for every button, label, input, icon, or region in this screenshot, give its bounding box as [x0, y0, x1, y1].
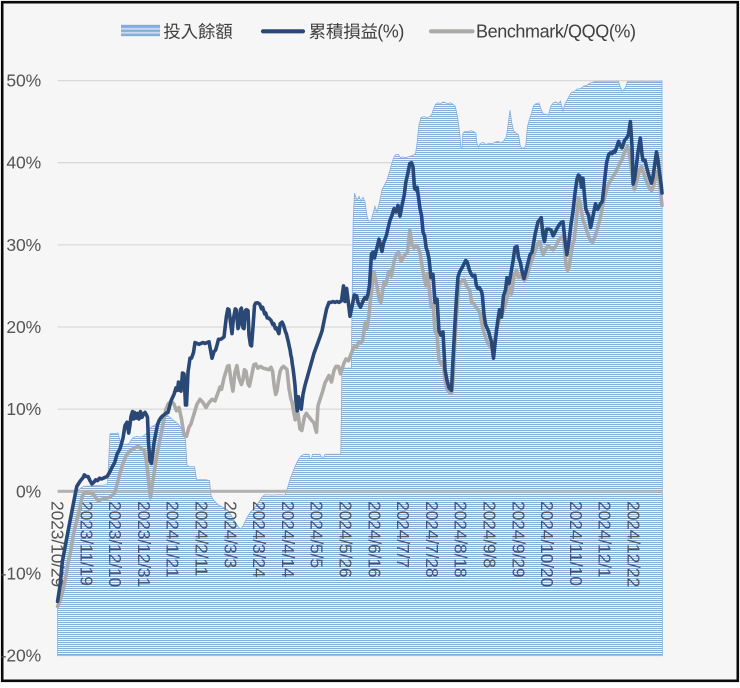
svg-text:2023/12/31: 2023/12/31	[134, 501, 154, 587]
svg-text:2024/12/22: 2024/12/22	[624, 501, 644, 587]
svg-text:(%): (%)	[377, 21, 404, 41]
svg-text:2024/5/26: 2024/5/26	[336, 501, 356, 578]
svg-text:2023/12/10: 2023/12/10	[105, 501, 125, 588]
svg-text:2024/9/8: 2024/9/8	[480, 501, 500, 568]
svg-text:20%: 20%	[6, 317, 41, 337]
svg-text:10%: 10%	[6, 399, 41, 419]
svg-text:50%: 50%	[6, 71, 41, 91]
svg-text:2024/3/3: 2024/3/3	[220, 501, 240, 568]
svg-text:2023/11/19: 2023/11/19	[76, 501, 96, 586]
svg-text:0%: 0%	[16, 481, 41, 501]
svg-text:2024/4/14: 2024/4/14	[278, 501, 298, 578]
svg-text:2024/11/10: 2024/11/10	[566, 501, 586, 586]
svg-text:-10%: -10%	[1, 564, 41, 584]
svg-text:2024/10/20: 2024/10/20	[537, 501, 557, 588]
svg-text:Benchmark/QQQ(%): Benchmark/QQQ(%)	[476, 21, 636, 41]
svg-text:30%: 30%	[6, 235, 41, 255]
svg-text:2024/12/1: 2024/12/1	[595, 501, 615, 578]
svg-text:40%: 40%	[6, 153, 41, 173]
svg-text:-20%: -20%	[1, 646, 41, 666]
svg-text:2024/1/21: 2024/1/21	[163, 501, 183, 578]
svg-text:2024/2/11: 2024/2/11	[192, 501, 212, 576]
svg-text:2024/7/28: 2024/7/28	[422, 501, 442, 578]
svg-text:2024/8/18: 2024/8/18	[451, 501, 471, 578]
svg-text:2024/5/5: 2024/5/5	[307, 501, 327, 568]
svg-text:2024/9/29: 2024/9/29	[508, 501, 528, 578]
svg-text:2024/7/7: 2024/7/7	[393, 501, 413, 568]
svg-text:2024/3/24: 2024/3/24	[249, 501, 269, 578]
svg-text:2024/6/16: 2024/6/16	[364, 501, 384, 578]
